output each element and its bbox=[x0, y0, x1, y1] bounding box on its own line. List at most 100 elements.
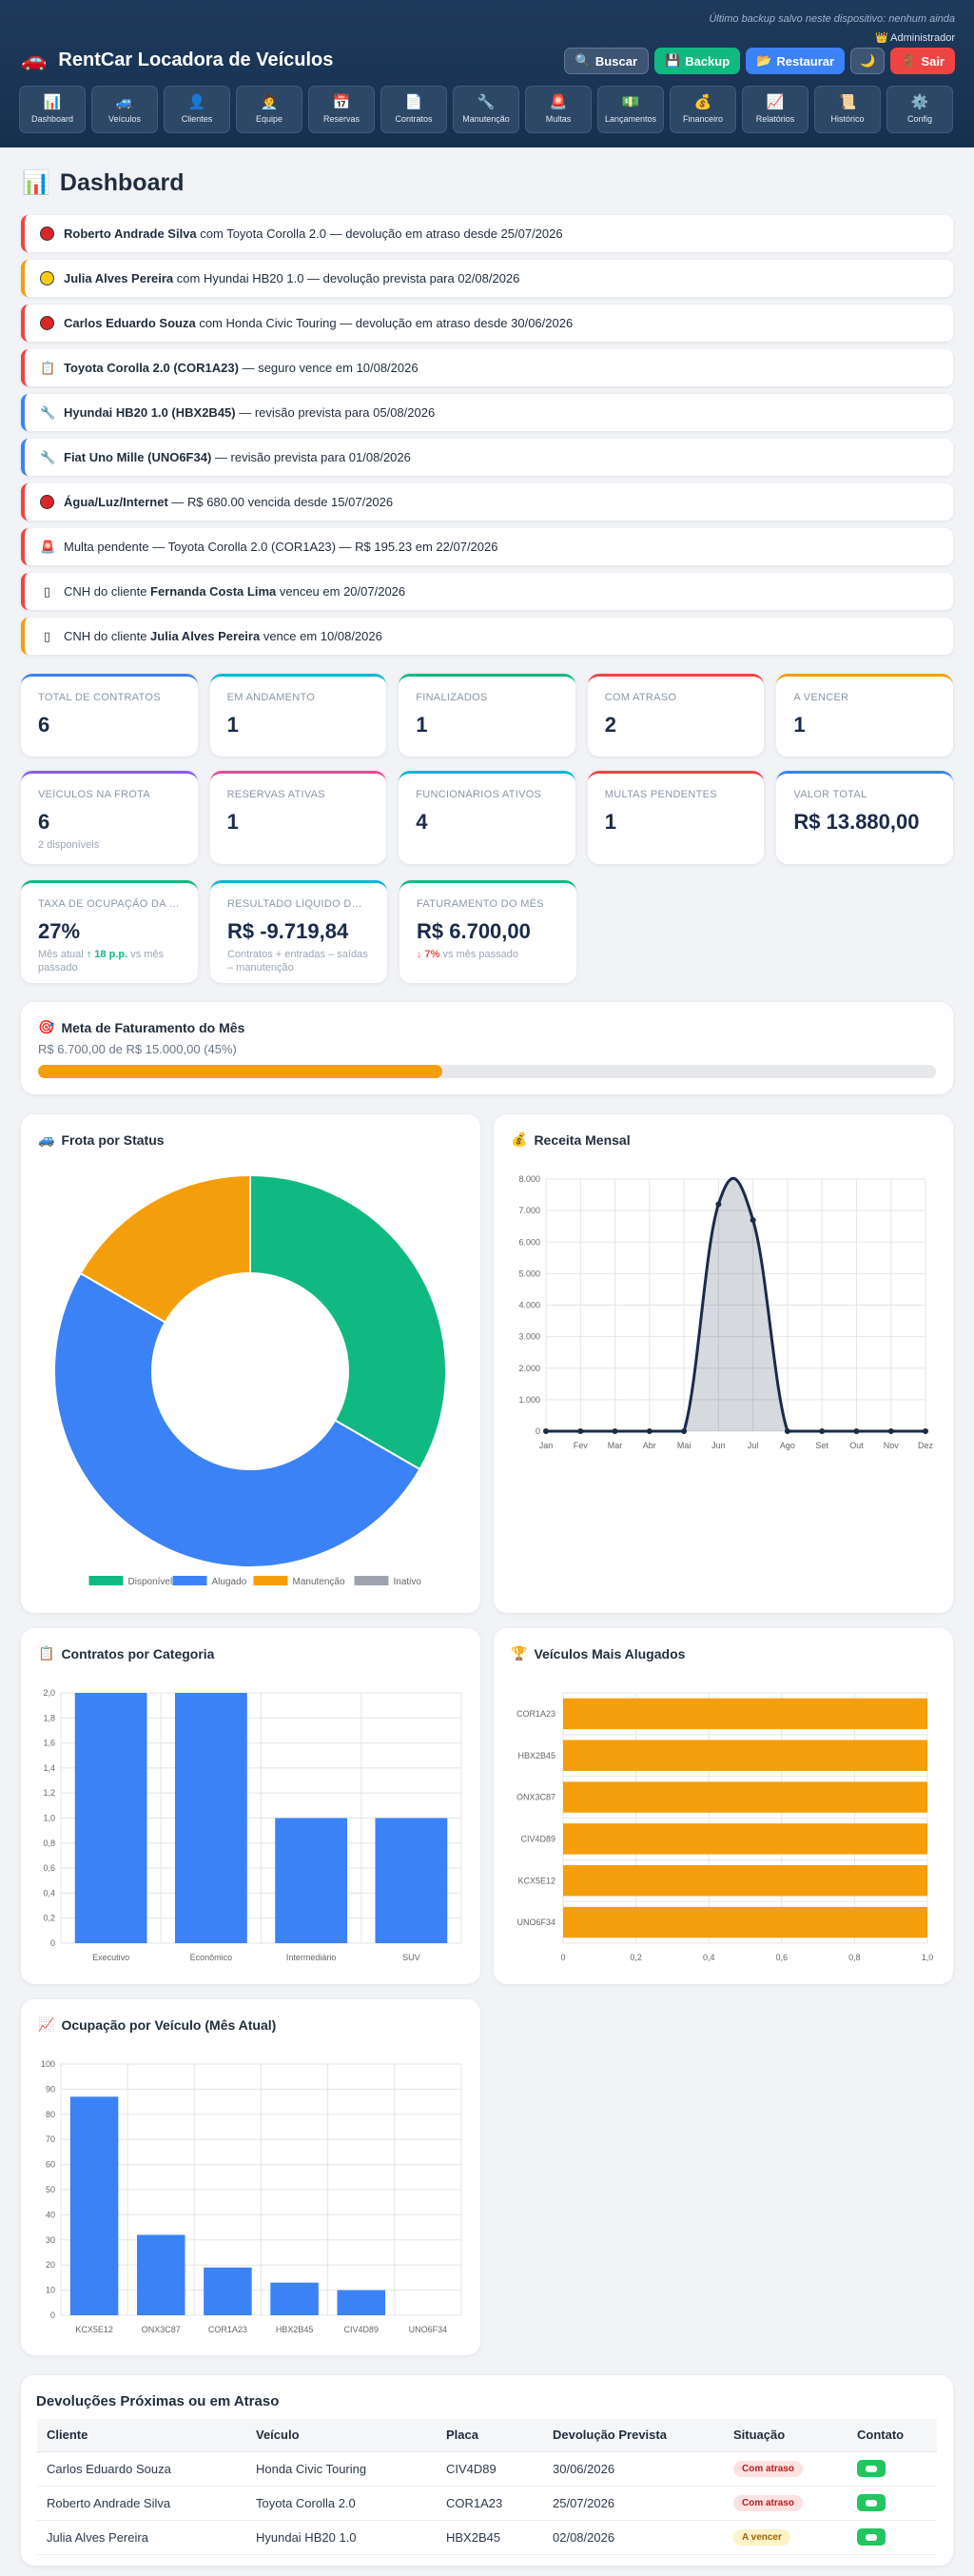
stats-row-3: Taxa de Ocupação da Frota 27% Mês atual ↑ … bbox=[21, 880, 953, 983]
nav-item-manutencao[interactable]: 🔧 Manutenção bbox=[453, 86, 519, 133]
top-rented-title-text: Veículos Mais Alugados bbox=[534, 1645, 686, 1662]
restore-button[interactable]: 📂 Restaurar bbox=[746, 48, 846, 74]
page-title: 📊 Dashboard bbox=[22, 169, 184, 197]
stat-label: Faturamento do Mês bbox=[417, 898, 544, 910]
main-nav: 📊 Dashboard 🚙 Veículos 👤 Clientes 🧑‍💼 Equipe 📅 Re… bbox=[19, 86, 953, 133]
legend-label[interactable]: Manutenção bbox=[293, 1577, 345, 1587]
data-point-mar[interactable] bbox=[612, 1428, 618, 1434]
bar-hbx2b45[interactable] bbox=[270, 2282, 319, 2315]
y-tick-label: 40 bbox=[46, 2210, 55, 2219]
legend-label[interactable]: Alugado bbox=[212, 1577, 247, 1587]
bar-suv[interactable] bbox=[375, 1818, 448, 1944]
revenue-goal-panel: 🎯 Meta de Faturamento do Mês R$ 6.700,00… bbox=[21, 1002, 953, 1094]
data-point-set[interactable] bbox=[819, 1428, 826, 1434]
x-tick-label: Nov bbox=[884, 1441, 900, 1450]
revenue-title-text: Receita Mensal bbox=[534, 1131, 631, 1148]
legend-swatch bbox=[172, 1576, 207, 1585]
nav-item-config[interactable]: ⚙️ Config bbox=[886, 86, 953, 133]
whatsapp-button[interactable] bbox=[857, 2528, 886, 2546]
stat-card: Veículos na Frota 6 2 disponíveis bbox=[21, 771, 198, 864]
y-tick-label: 2,0 bbox=[43, 1688, 55, 1698]
data-point-jun[interactable] bbox=[715, 1201, 722, 1208]
data-point-nov[interactable] bbox=[887, 1428, 894, 1434]
backup-icon: 💾 bbox=[665, 53, 681, 68]
bar-uno6f34[interactable] bbox=[563, 1906, 927, 1938]
stat-label: Multas Pendentes bbox=[604, 789, 717, 800]
pie-slice-manutenção[interactable] bbox=[79, 1173, 251, 1324]
top-rented-bar-chart: 0 0,2 0,4 0,6 0,8 1,0 COR1A23 HBX2B45 ONX3C87 CIV… bbox=[516, 1692, 933, 1962]
cell-client: Carlos Eduardo Souza bbox=[37, 2451, 246, 2487]
search-button[interactable]: 🔍 Buscar bbox=[563, 48, 649, 74]
nav-label: Histórico bbox=[830, 114, 865, 124]
pie-slice-disponível[interactable] bbox=[249, 1173, 447, 1471]
x-tick-label: 0,2 bbox=[630, 1953, 642, 1962]
alert-item: 📋 Toyota Corolla 2.0 (COR1A23) — seguro v… bbox=[21, 349, 953, 386]
bar-intermediário[interactable] bbox=[275, 1818, 348, 1944]
y-tick-label: CIV4D89 bbox=[520, 1834, 555, 1843]
cell-date: 02/08/2026 bbox=[543, 2520, 724, 2555]
nav-item-clientes[interactable]: 👤 Clientes bbox=[164, 86, 230, 133]
nav-item-historico[interactable]: 📜 Histórico bbox=[814, 86, 881, 133]
data-point-abr[interactable] bbox=[646, 1428, 653, 1434]
bar-onx3c87[interactable] bbox=[563, 1781, 927, 1813]
bar-cor1a23[interactable] bbox=[204, 2267, 252, 2315]
nav-item-contratos[interactable]: 📄 Contratos bbox=[380, 86, 447, 133]
bar-civ4d89[interactable] bbox=[337, 2290, 386, 2315]
bar-econômico[interactable] bbox=[174, 1693, 247, 1943]
nav-item-relatorios[interactable]: 📈 Relatórios bbox=[742, 86, 808, 133]
legend-label[interactable]: Disponível bbox=[128, 1577, 173, 1587]
x-tick-label: Ago bbox=[780, 1441, 795, 1450]
bar-kcx5e12[interactable] bbox=[69, 2096, 119, 2315]
cell-status: Com atraso bbox=[724, 2486, 847, 2521]
nav-icon: 💰 bbox=[693, 94, 712, 110]
data-point-ago[interactable] bbox=[784, 1428, 790, 1434]
data-point-out[interactable] bbox=[853, 1428, 860, 1434]
y-tick-label: 1,0 bbox=[43, 1814, 55, 1823]
data-point-dez[interactable] bbox=[923, 1428, 928, 1434]
fleet-status-panel: 🚙 Frota por Status Disponível Alugado Manu… bbox=[21, 1114, 480, 1613]
alert-detail: vence em 10/08/2026 bbox=[260, 629, 382, 643]
cell-status: A vencer bbox=[724, 2520, 847, 2555]
bar-kcx5e12[interactable] bbox=[563, 1865, 927, 1897]
bar-onx3c87[interactable] bbox=[136, 2234, 185, 2315]
data-point-jan[interactable] bbox=[543, 1428, 549, 1434]
nav-label: Clientes bbox=[181, 114, 213, 124]
nav-label: Dashboard bbox=[30, 114, 74, 124]
logout-button[interactable]: 🚪 Sair bbox=[890, 48, 955, 74]
cell-date: 25/07/2026 bbox=[543, 2486, 724, 2521]
alert-item: Água/Luz/Internet — R$ 680.00 vencida de… bbox=[21, 483, 953, 521]
backup-button[interactable]: 💾 Backup bbox=[654, 48, 741, 74]
nav-item-veiculos[interactable]: 🚙 Veículos bbox=[91, 86, 158, 133]
whatsapp-button[interactable] bbox=[857, 2460, 886, 2477]
bar-hbx2b45[interactable] bbox=[563, 1740, 927, 1771]
whatsapp-button[interactable] bbox=[857, 2494, 886, 2511]
nav-item-financeiro[interactable]: 💰 Financeiro bbox=[670, 86, 736, 133]
pie-slice-alugado[interactable] bbox=[53, 1271, 421, 1568]
nav-item-dashboard[interactable]: 📊 Dashboard bbox=[19, 86, 86, 133]
stats-row-1: Total de Contratos 6 Em Andamento 1 Finaliza… bbox=[21, 674, 953, 757]
bar-cor1a23[interactable] bbox=[563, 1698, 927, 1730]
occupancy-title: 📈 Ocupação por Veículo (Mês Atual) bbox=[38, 2016, 276, 2033]
cell-client: Roberto Andrade Silva bbox=[37, 2486, 246, 2521]
data-point-mai[interactable] bbox=[681, 1428, 688, 1434]
theme-toggle-button[interactable]: 🌙 bbox=[850, 48, 886, 74]
data-point-jul[interactable] bbox=[750, 1217, 756, 1224]
y-tick-label: 1,8 bbox=[43, 1713, 55, 1722]
bar-executivo[interactable] bbox=[74, 1693, 147, 1943]
nav-item-multas[interactable]: 🚨 Multas bbox=[525, 86, 592, 133]
stat-trend: ↑ 18 p.p. bbox=[86, 949, 128, 960]
nav-item-lancamentos[interactable]: 💵 Lançamentos bbox=[597, 86, 664, 133]
legend-label[interactable]: Inativo bbox=[394, 1577, 422, 1587]
alert-subject: Roberto Andrade Silva bbox=[64, 226, 197, 241]
stat-value: 6 bbox=[38, 810, 50, 834]
nav-label: Contratos bbox=[395, 114, 433, 124]
alert-text: Hyundai HB20 1.0 (HBX2B45) — revisão pre… bbox=[64, 405, 435, 420]
nav-item-reservas[interactable]: 📅 Reservas bbox=[308, 86, 375, 133]
data-point-fev[interactable] bbox=[577, 1428, 584, 1434]
header-actions: 🔍 Buscar 💾 Backup 📂 Restaurar 🌙 🚪 Sair bbox=[563, 48, 955, 74]
bar-civ4d89[interactable] bbox=[563, 1823, 927, 1855]
nav-item-equipe[interactable]: 🧑‍💼 Equipe bbox=[236, 86, 302, 133]
column-header: Devolução Prevista bbox=[543, 2419, 724, 2452]
alert-item: Carlos Eduardo Souza com Honda Civic Tou… bbox=[21, 305, 953, 342]
stat-value: 1 bbox=[226, 810, 239, 834]
